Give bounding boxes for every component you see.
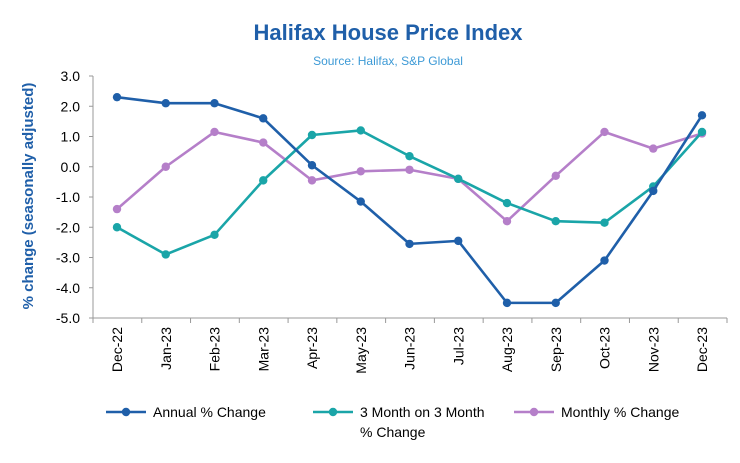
data-point <box>356 167 365 176</box>
x-tick-label: Sep-23 <box>548 327 564 372</box>
x-tick-label: Jan-23 <box>158 327 174 370</box>
data-point <box>210 127 219 137</box>
legend-label: Annual % Change <box>153 404 266 420</box>
legend: Annual % Change 3 Month on 3 Month % Chang… <box>106 404 680 440</box>
series-line <box>116 130 703 223</box>
legend-item: 3 Month on 3 Month % Change <box>313 404 485 440</box>
y-tick-label: -1.0 <box>56 189 80 205</box>
series-3-month-on-3-month-change <box>112 126 707 259</box>
y-axis-label: % change (seasonally adjusted) <box>20 83 37 310</box>
legend-item: Monthly % Change <box>514 404 680 420</box>
data-point <box>112 204 122 214</box>
data-point <box>307 161 317 170</box>
y-ticks: 3.0 2.0 1.0 0.0 -1.0 -2.0 -3.0 -4.0 -5.0 <box>56 68 93 326</box>
x-tick-label: Jul-23 <box>450 327 466 365</box>
data-point <box>600 218 609 227</box>
data-point <box>502 298 512 308</box>
data-point <box>405 165 414 174</box>
data-point <box>112 223 122 232</box>
legend-label: Monthly % Change <box>561 404 680 420</box>
series-annual-change <box>112 92 707 308</box>
y-tick-label: 3.0 <box>61 68 81 84</box>
data-point <box>210 99 219 108</box>
data-point <box>551 171 560 181</box>
series-line <box>116 95 704 305</box>
data-point <box>259 138 268 147</box>
series-monthly-change <box>112 127 707 226</box>
x-tick-label: Dec-23 <box>694 327 710 372</box>
data-point <box>356 126 365 135</box>
data-point <box>551 298 560 308</box>
data-point <box>600 127 609 137</box>
x-tick-label: Nov-23 <box>645 327 661 372</box>
y-tick-label: 1.0 <box>61 129 81 145</box>
data-point <box>697 127 707 137</box>
data-point <box>307 176 317 185</box>
x-tick-label: Mar-23 <box>255 327 271 372</box>
data-point <box>356 197 365 206</box>
x-tick-label: Dec-22 <box>109 327 125 372</box>
data-point <box>551 217 560 226</box>
data-point <box>161 250 170 259</box>
legend-marker <box>529 407 539 417</box>
data-point <box>405 151 414 161</box>
data-point <box>649 186 658 196</box>
x-tick-label: Feb-23 <box>207 327 223 372</box>
legend-marker <box>328 407 338 417</box>
legend-marker <box>121 407 131 417</box>
x-tick-label: Aug-23 <box>499 327 515 372</box>
y-tick-label: 0.0 <box>61 159 81 175</box>
data-point <box>161 162 170 171</box>
series-group <box>112 92 707 308</box>
data-point <box>454 236 463 246</box>
y-tick-label: -3.0 <box>56 250 80 266</box>
data-point <box>307 130 317 140</box>
chart-subtitle: Source: Halifax, S&P Global <box>313 54 463 68</box>
x-tick-label: Oct-23 <box>597 327 613 369</box>
legend-label: % Change <box>360 424 426 440</box>
x-tick-label: Apr-23 <box>304 327 320 369</box>
data-point <box>161 99 170 108</box>
y-tick-label: 2.0 <box>61 98 81 114</box>
data-point <box>697 111 707 120</box>
data-point <box>600 256 609 265</box>
y-tick-label: -2.0 <box>56 219 80 235</box>
data-point <box>405 239 414 249</box>
data-point <box>210 230 219 240</box>
data-point <box>502 217 512 226</box>
data-point <box>502 198 512 208</box>
x-tick-label: May-23 <box>353 327 369 374</box>
data-point <box>454 174 463 184</box>
series-line <box>116 129 703 256</box>
legend-label: 3 Month on 3 Month <box>360 404 485 420</box>
y-tick-label: -5.0 <box>56 310 80 326</box>
x-ticks: Dec-22 Jan-23 Feb-23 Mar-23 Apr-23 May-23 Jun-… <box>92 318 728 374</box>
legend-item: Annual % Change <box>106 404 266 420</box>
data-point <box>112 92 122 102</box>
x-tick-label: Jun-23 <box>402 327 418 370</box>
data-point <box>259 114 268 123</box>
chart-title: Halifax House Price Index <box>254 20 524 45</box>
data-point <box>259 176 268 185</box>
data-point <box>649 144 658 153</box>
y-tick-label: -4.0 <box>56 280 80 296</box>
